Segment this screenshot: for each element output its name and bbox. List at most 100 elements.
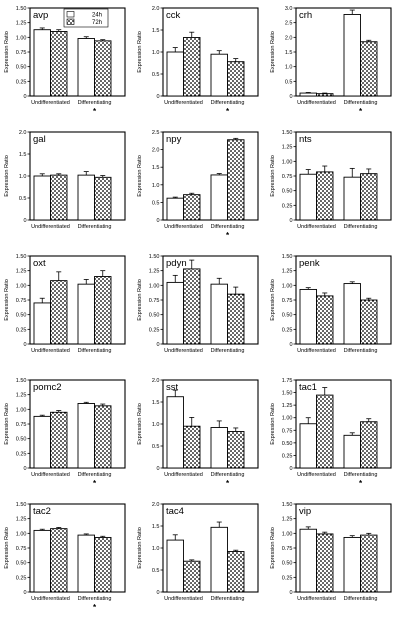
y-tick-label: 1.5: [152, 28, 160, 34]
y-tick-label: 1.5: [285, 50, 293, 56]
y-tick-label: 0: [289, 466, 292, 472]
panel-vip: 0 0.25 0.50 0.75 1.00 1.25 1.50 Expression Rati…: [270, 502, 392, 602]
bar-72h: [50, 411, 68, 469]
y-axis-label: Expression Ratio: [4, 31, 10, 73]
y-tick-label: 0: [289, 590, 292, 596]
y-tick-label: 0.5: [152, 444, 160, 450]
bar-24h: [166, 197, 184, 221]
bar-24h: [343, 434, 361, 469]
category-label: Differentiating: [344, 596, 378, 602]
bar-72h: [316, 171, 334, 221]
panel-title: npy: [166, 134, 182, 145]
y-tick-label: 0.50: [282, 189, 293, 195]
y-tick-label: 1.00: [149, 283, 160, 289]
y-tick-label: 0: [156, 94, 159, 100]
y-tick-label: 1.50: [16, 254, 27, 260]
y-axis-label: Expression Ratio: [270, 31, 276, 73]
significance-star: *: [226, 107, 230, 116]
y-tick-label: 1.25: [282, 517, 293, 523]
y-tick-label: 0.50: [282, 561, 293, 567]
y-tick-label: 0: [156, 342, 159, 348]
y-tick-label: 0.75: [16, 546, 27, 552]
y-tick-label: 1.50: [16, 378, 27, 384]
y-axis-label: Expression Ratio: [4, 155, 10, 197]
category-label: Differentiating: [78, 348, 112, 354]
y-tick-label: 0.75: [16, 422, 27, 428]
y-tick-label: 0.5: [152, 200, 160, 206]
y-tick-label: 2.0: [152, 148, 160, 154]
y-tick-label: 2.5: [285, 21, 293, 27]
y-tick-label: 2.0: [152, 6, 160, 12]
bar-24h: [299, 288, 317, 345]
significance-star: *: [93, 479, 97, 488]
y-tick-label: 0.25: [16, 575, 27, 581]
y-tick-label: 0.75: [282, 546, 293, 552]
y-tick-label: 0.25: [282, 575, 293, 581]
y-tick-label: 0.50: [16, 313, 27, 319]
y-tick-label: 0.25: [16, 79, 27, 85]
y-tick-label: 1.0: [152, 546, 160, 552]
significance-star: *: [93, 107, 97, 116]
bar-72h: [94, 276, 112, 345]
bar-72h: [316, 295, 334, 345]
y-tick-label: 0.75: [149, 298, 160, 304]
y-tick-label: 3.0: [285, 6, 293, 12]
bar-72h: [94, 40, 112, 97]
y-tick-label: 0.50: [282, 441, 293, 447]
category-label: Undifferentiated: [164, 100, 203, 106]
y-tick-label: 0.25: [282, 453, 293, 459]
panel-title: avp: [33, 10, 48, 21]
category-label: Differentiating: [344, 472, 378, 478]
bar-72h: [183, 37, 201, 97]
y-tick-label: 0: [156, 590, 159, 596]
y-tick-label: 1.50: [282, 130, 293, 136]
y-tick-label: 0.25: [282, 203, 293, 209]
bar-24h: [77, 38, 95, 97]
bar-24h: [33, 175, 51, 221]
panel-title: cck: [166, 10, 181, 21]
bar-24h: [166, 539, 184, 593]
category-label: Undifferentiated: [31, 224, 70, 230]
category-label: Differentiating: [78, 224, 112, 230]
significance-star: *: [93, 603, 97, 612]
y-tick-label: 0.5: [152, 568, 160, 574]
category-label: Differentiating: [211, 224, 245, 230]
bar-24h: [210, 526, 228, 593]
y-tick-label: 1.25: [16, 269, 27, 275]
y-tick-label: 0: [289, 342, 292, 348]
panel-oxt: 0 0.25 0.50 0.75 1.00 1.25 1.50 Expression Rati…: [4, 254, 126, 354]
y-tick-label: 1.0: [285, 65, 293, 71]
panel-title: nts: [299, 134, 312, 145]
panel-title: crh: [299, 10, 312, 21]
bar-72h: [360, 534, 378, 593]
bar-72h: [183, 425, 201, 469]
y-tick-label: 1.25: [282, 145, 293, 151]
bar-72h: [360, 299, 378, 345]
panel-crh: 0 0.5 1.0 1.5 2.0 2.5 3.0 Expression Ratio crh Un…: [270, 6, 392, 116]
category-label: Differentiating: [344, 224, 378, 230]
y-axis-label: Expression Ratio: [270, 403, 276, 445]
bar-72h: [360, 421, 378, 469]
bar-72h: [360, 41, 378, 97]
bar-72h: [316, 533, 334, 593]
category-label: Undifferentiated: [164, 472, 203, 478]
y-tick-label: 1.0: [152, 50, 160, 56]
category-label: Undifferentiated: [31, 100, 70, 106]
y-tick-label: 1.50: [16, 6, 27, 12]
y-tick-label: 0: [156, 218, 159, 224]
panel-title: tac4: [166, 506, 184, 517]
panel-title: vip: [299, 506, 311, 517]
plot-frame: [162, 131, 259, 221]
legend-box: [63, 8, 109, 28]
y-tick-label: 0.5: [152, 72, 160, 78]
category-label: Differentiating: [344, 100, 378, 106]
y-tick-label: 1.00: [282, 159, 293, 165]
y-tick-label: 0.75: [282, 428, 293, 434]
panel-npy: 0 0.5 1.0 1.5 2.0 2.5 Expression Ratio npy Undif…: [137, 130, 259, 240]
y-tick-label: 1.50: [282, 502, 293, 508]
y-tick-label: 1.00: [16, 407, 27, 413]
bar-24h: [166, 396, 184, 469]
bar-24h: [33, 29, 51, 97]
panel-sst: 0 0.5 1.0 1.5 2.0 Expression Ratio sst Undiffer…: [137, 378, 259, 488]
